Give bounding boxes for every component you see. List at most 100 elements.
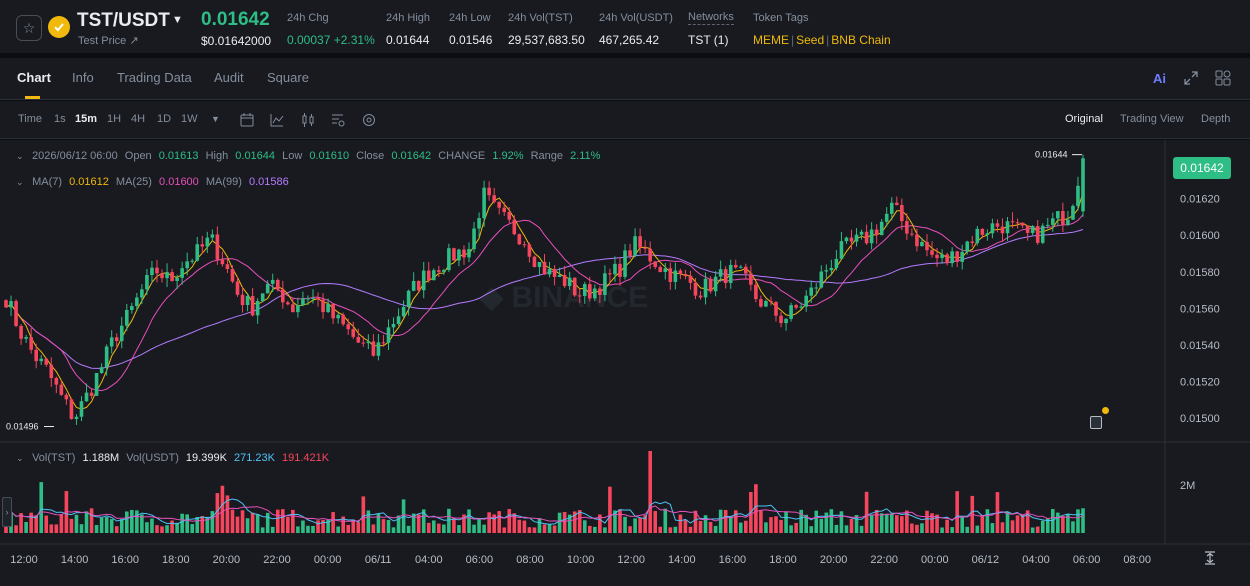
volume-bar — [421, 509, 426, 533]
price-tick-label: 0.01580 — [1180, 267, 1220, 279]
caret-down-icon[interactable]: ▼ — [172, 14, 183, 26]
chart-settings-icon[interactable] — [330, 112, 346, 128]
volume-bar — [135, 510, 139, 533]
time-tick-label: 20:00 — [820, 554, 848, 566]
alert-dot-icon — [1102, 407, 1109, 414]
volume-bar — [452, 517, 456, 533]
chevron-down-icon[interactable]: ⌄ — [16, 151, 24, 161]
volume-bar — [411, 513, 416, 533]
token-tag[interactable]: BNB Chain — [831, 33, 891, 47]
candle-body — [905, 221, 909, 234]
volume-bar — [1005, 511, 1010, 533]
candle-body — [301, 298, 305, 306]
candle-body — [160, 273, 164, 279]
chevron-down-icon[interactable]: ⌄ — [16, 453, 24, 463]
view-depth[interactable]: Depth — [1201, 113, 1231, 125]
interval-4h[interactable]: 4H — [131, 113, 146, 125]
stat-24h-low: 24h Low 0.01546 — [449, 12, 492, 47]
tab-square[interactable]: Square — [267, 70, 309, 85]
volume-bar — [789, 525, 793, 533]
tab-audit[interactable]: Audit — [214, 70, 244, 85]
gear-icon[interactable] — [361, 112, 377, 128]
candle-body — [426, 270, 431, 281]
candle-body — [522, 244, 527, 246]
favorite-star-button[interactable]: ☆ — [16, 15, 42, 41]
layout-grid-icon[interactable] — [1215, 70, 1231, 86]
token-tag[interactable]: MEME — [753, 33, 789, 47]
volume-bar — [79, 524, 84, 533]
stat-networks[interactable]: Networks TST (1) — [688, 11, 734, 47]
candle-body — [265, 283, 270, 294]
candle-body — [250, 296, 255, 316]
indicator-icon[interactable] — [269, 112, 285, 128]
candle-body — [552, 268, 557, 277]
reset-zoom-icon[interactable] — [1202, 550, 1218, 566]
token-tag[interactable]: Seed — [796, 33, 825, 47]
stat-value: 467,265.42 — [599, 33, 660, 47]
volume-bar — [598, 514, 602, 533]
tab-trading-data[interactable]: Trading Data — [117, 70, 192, 85]
test-price-link[interactable]: Test Price ↗ — [78, 35, 139, 47]
volume-bar — [1030, 527, 1035, 533]
candle-body — [638, 236, 642, 248]
volume-bar — [930, 513, 934, 533]
volume-bar — [29, 512, 33, 533]
volume-bar — [44, 515, 49, 533]
volume-bar — [733, 510, 738, 533]
expand-icon[interactable] — [1184, 71, 1198, 85]
candlestick-chart[interactable]: 0.01620 0.01600 0.01580 0.01560 0.01540 0.015… — [0, 140, 1250, 586]
volume-bar — [935, 514, 939, 533]
volume-bar — [718, 509, 723, 533]
interval-1s[interactable]: 1s — [54, 113, 66, 125]
stat-24h-high: 24h High 0.01644 — [386, 12, 430, 47]
candle-body — [723, 269, 728, 284]
volume-bar — [884, 514, 889, 533]
volume-bar — [306, 525, 310, 533]
calendar-icon[interactable] — [239, 112, 255, 128]
ai-button[interactable]: Ai — [1153, 71, 1166, 86]
volume-bar — [391, 527, 396, 533]
scroll-left-handle[interactable]: › — [2, 497, 12, 527]
candle-body — [351, 329, 356, 337]
last-price: 0.01642 — [201, 9, 270, 30]
price-tick-label: 0.01560 — [1180, 303, 1220, 315]
pair-selector[interactable]: TST/USDT — [77, 10, 170, 31]
candle-body — [804, 295, 809, 307]
candle-body — [452, 248, 456, 261]
candle-body — [628, 250, 632, 256]
volume-bar — [240, 510, 245, 533]
candle-body — [175, 277, 179, 281]
interval-1w[interactable]: 1W — [181, 113, 198, 125]
volume-bar — [84, 511, 89, 533]
candle-body — [623, 250, 627, 277]
volume-bar — [879, 513, 884, 533]
volume-bar — [1071, 521, 1075, 533]
tag-separator: | — [826, 33, 830, 47]
candle-style-icon[interactable] — [300, 112, 316, 128]
chevron-down-icon[interactable]: ⌄ — [16, 177, 24, 187]
time-label[interactable]: Time — [18, 113, 43, 125]
volume-bar — [693, 510, 698, 533]
candle-body — [34, 349, 38, 362]
view-original[interactable]: Original — [1065, 113, 1103, 125]
time-tick-label: 18:00 — [162, 554, 190, 566]
chart-area[interactable]: 0.01620 0.01600 0.01580 0.01560 0.01540 0.015… — [0, 140, 1250, 586]
volume-bar — [160, 526, 164, 533]
volume-bar — [230, 509, 235, 533]
alert-icon[interactable] — [1090, 416, 1102, 429]
tab-chart[interactable]: Chart — [17, 70, 51, 85]
close-value: 0.01642 — [391, 150, 432, 162]
view-trading-view[interactable]: Trading View — [1120, 113, 1184, 125]
stat-label[interactable]: Networks — [688, 11, 734, 25]
interval-1h[interactable]: 1H — [107, 113, 122, 125]
volume-bar — [104, 517, 109, 533]
tab-info[interactable]: Info — [72, 70, 94, 85]
candle-body — [577, 295, 582, 297]
interval-more-icon[interactable]: ▼ — [211, 114, 220, 124]
interval-15m[interactable]: 15m — [75, 113, 98, 125]
candle-body — [64, 394, 69, 400]
candle-body — [673, 270, 678, 282]
volume-bar — [94, 525, 99, 533]
volume-bar — [668, 527, 673, 533]
interval-1d[interactable]: 1D — [157, 113, 172, 125]
